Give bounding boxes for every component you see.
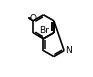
Text: Br: Br	[39, 26, 49, 35]
Text: N: N	[65, 46, 72, 55]
Text: O: O	[29, 14, 37, 23]
